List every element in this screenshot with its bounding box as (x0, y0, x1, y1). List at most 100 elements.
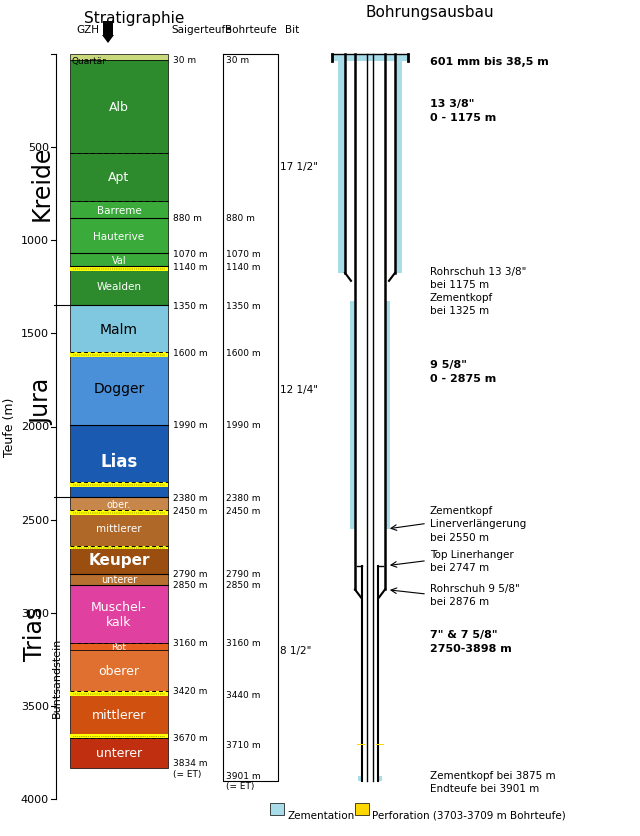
Text: Zementkopf bei 3875 m: Zementkopf bei 3875 m (430, 770, 556, 780)
Text: 880 m: 880 m (226, 214, 255, 223)
Text: 1140 m: 1140 m (173, 263, 207, 272)
Text: Bohrteufe: Bohrteufe (225, 25, 276, 35)
Bar (270, 803, 284, 815)
Text: 2380 m: 2380 m (173, 493, 207, 502)
Bar (385, 302, 390, 529)
Text: 1070 m: 1070 m (173, 249, 207, 258)
Text: 2000: 2000 (21, 422, 49, 432)
Text: Perforation (3703-3709 m Bohrteufe): Perforation (3703-3709 m Bohrteufe) (372, 810, 566, 820)
Text: 601 mm bis 38,5 m: 601 mm bis 38,5 m (430, 58, 548, 68)
Text: Wealden: Wealden (97, 282, 141, 292)
Bar (70, 691, 168, 737)
Text: Kreide: Kreide (30, 145, 54, 221)
Text: 500: 500 (28, 143, 49, 153)
Text: 2790 m: 2790 m (226, 569, 260, 579)
Text: 17 1/2": 17 1/2" (280, 161, 318, 171)
Bar (70, 546, 168, 550)
Text: 3834 m
(= ET): 3834 m (= ET) (173, 758, 207, 777)
Text: mittlerer: mittlerer (96, 523, 142, 533)
Text: Saigerteufe: Saigerteufe (171, 25, 232, 35)
Text: Trias: Trias (23, 606, 47, 660)
Text: Apt: Apt (108, 171, 130, 184)
Bar (350, 302, 355, 529)
Text: 1070 m: 1070 m (226, 249, 260, 258)
Bar (70, 691, 168, 696)
Bar (395, 55, 402, 273)
Text: Malm: Malm (100, 323, 138, 336)
Text: 9 5/8"
0 - 2875 m: 9 5/8" 0 - 2875 m (430, 359, 496, 383)
Text: Stratigraphie: Stratigraphie (84, 11, 184, 25)
Text: Bohrungsausbau: Bohrungsausbau (365, 4, 494, 19)
Bar (70, 511, 168, 515)
Bar (70, 737, 168, 768)
Text: Jura: Jura (30, 379, 54, 425)
Text: 880 m: 880 m (173, 214, 202, 223)
Text: Val: Val (112, 256, 126, 266)
Bar (70, 306, 168, 353)
Bar (355, 803, 369, 815)
Bar (70, 574, 168, 585)
Text: unterer: unterer (96, 747, 142, 759)
Text: Lias: Lias (100, 452, 138, 471)
Text: 3440 m: 3440 m (226, 691, 260, 700)
Bar (70, 55, 168, 60)
Text: 3710 m: 3710 m (226, 741, 260, 750)
Text: GZH: GZH (77, 25, 99, 35)
Text: 3000: 3000 (21, 608, 49, 618)
Text: 3901 m
(= ET): 3901 m (= ET) (226, 771, 260, 790)
Text: 1350 m: 1350 m (173, 302, 207, 310)
Text: 8 1/2": 8 1/2" (280, 645, 312, 655)
Text: Dogger: Dogger (93, 382, 145, 395)
Bar (70, 154, 168, 202)
Bar (70, 643, 168, 650)
Bar (70, 353, 168, 426)
Text: Keuper: Keuper (88, 553, 150, 568)
Text: Rohrschuh 9 5/8"
bei 2876 m: Rohrschuh 9 5/8" bei 2876 m (430, 583, 520, 606)
Text: Muschel-
kalk: Muschel- kalk (91, 600, 147, 628)
Text: 1990 m: 1990 m (173, 421, 207, 430)
Text: Zementkopf
Linerverlängerung
bei 2550 m: Zementkopf Linerverlängerung bei 2550 m (430, 506, 526, 542)
Text: 1500: 1500 (21, 329, 49, 339)
Bar (70, 353, 168, 357)
Text: 1990 m: 1990 m (226, 421, 260, 430)
Bar (376, 744, 384, 745)
Text: 4000: 4000 (21, 794, 49, 804)
Text: Röt: Röt (111, 642, 127, 651)
Text: Barreme: Barreme (97, 206, 141, 215)
Bar (70, 60, 168, 154)
Bar (70, 483, 168, 487)
Bar (70, 254, 168, 267)
Bar (70, 497, 168, 511)
Text: 1350 m: 1350 m (226, 302, 260, 310)
Text: 3420 m: 3420 m (173, 686, 207, 696)
Text: 1600 m: 1600 m (173, 348, 207, 357)
Bar (70, 734, 168, 738)
Text: Quartär: Quartär (72, 57, 107, 66)
Bar (358, 776, 362, 781)
Text: 7" & 7 5/8"
2750-3898 m: 7" & 7 5/8" 2750-3898 m (430, 629, 512, 653)
Text: 2850 m: 2850 m (173, 581, 207, 589)
Text: 2500: 2500 (21, 515, 49, 525)
Bar (70, 546, 168, 574)
Text: Endteufe bei 3901 m: Endteufe bei 3901 m (430, 782, 540, 793)
Text: Rohrschuh 13 3/8"
bei 1175 m: Rohrschuh 13 3/8" bei 1175 m (430, 267, 526, 290)
Text: mittlerer: mittlerer (92, 708, 146, 721)
Text: Buntsandstein: Buntsandstein (52, 636, 62, 716)
Text: 12 1/4": 12 1/4" (280, 385, 318, 395)
Text: 2380 m: 2380 m (226, 493, 260, 502)
Text: 2450 m: 2450 m (173, 507, 207, 515)
Text: Alb: Alb (109, 100, 129, 114)
Text: 2790 m: 2790 m (173, 569, 207, 579)
Bar (70, 267, 168, 272)
Text: 1140 m: 1140 m (226, 263, 260, 272)
Bar (70, 511, 168, 546)
Text: 3160 m: 3160 m (173, 639, 207, 647)
Bar (70, 585, 168, 643)
Text: 13 3/8"
0 - 1175 m: 13 3/8" 0 - 1175 m (430, 99, 496, 123)
Bar (70, 267, 168, 306)
Text: Top Linerhanger
bei 2747 m: Top Linerhanger bei 2747 m (430, 549, 514, 573)
Bar (378, 776, 382, 781)
Text: 2450 m: 2450 m (226, 507, 260, 515)
Bar (70, 650, 168, 691)
Text: Hauterive: Hauterive (93, 232, 145, 242)
